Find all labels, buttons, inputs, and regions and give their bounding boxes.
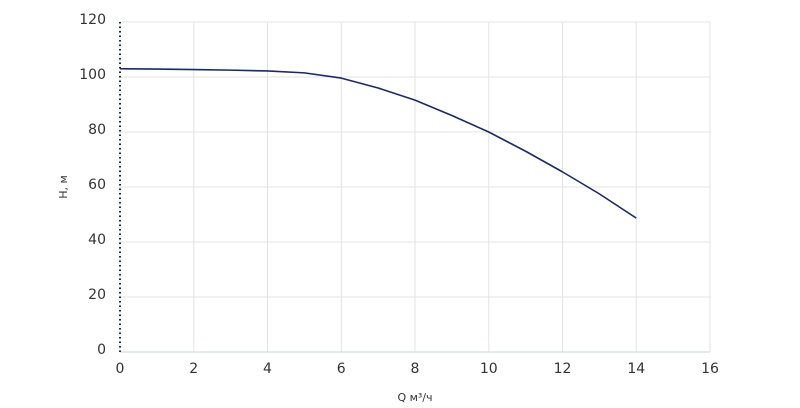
y-tick-label: 60 <box>88 177 106 193</box>
y-tick-label: 40 <box>88 232 106 248</box>
y-tick-label: 100 <box>79 67 106 83</box>
x-tick-label: 10 <box>480 361 498 377</box>
x-tick-label: 2 <box>189 361 198 377</box>
x-tick-label: 6 <box>337 361 346 377</box>
y-tick-label: 0 <box>97 342 106 358</box>
y-tick-label: 80 <box>88 122 106 138</box>
curve <box>119 67 637 219</box>
x-tick-label: 12 <box>554 361 572 377</box>
x-axis-title: Q м³/ч <box>397 391 432 404</box>
y-axis-title: H, м <box>57 175 70 199</box>
y-tick-label: 20 <box>88 287 106 303</box>
x-tick-label: 14 <box>627 361 645 377</box>
x-tick-label: 8 <box>411 361 420 377</box>
y-tick-label: 120 <box>79 12 106 28</box>
x-tick-label: 4 <box>263 361 272 377</box>
x-tick-label: 0 <box>116 361 125 377</box>
x-tick-label: 16 <box>701 361 719 377</box>
